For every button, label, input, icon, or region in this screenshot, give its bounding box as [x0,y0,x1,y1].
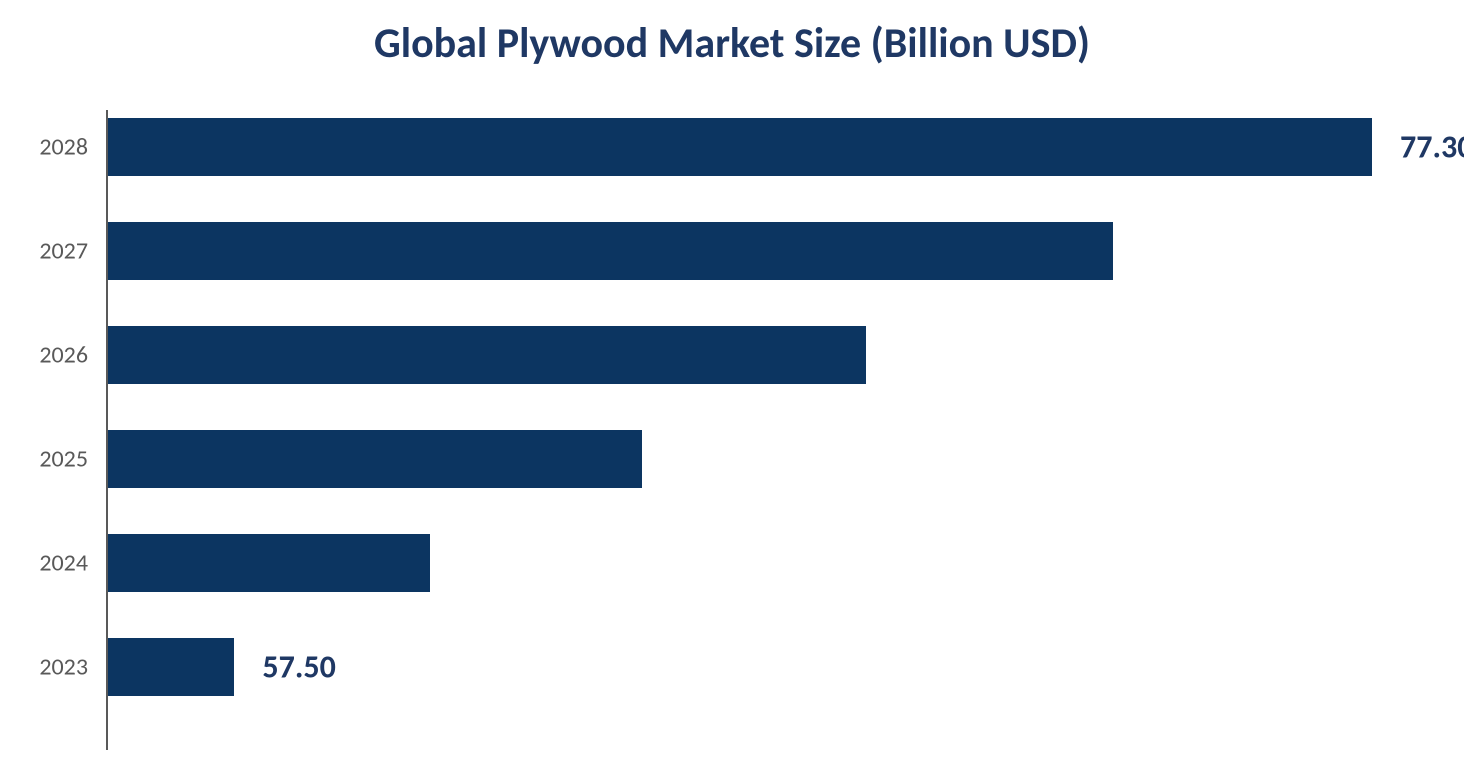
chart-plot-area: 202877.30 2027 2026 2025 2024 2023 57.50 [30,110,1434,750]
bar [108,222,1113,280]
bar-row: 2023 57.50 [30,638,1434,696]
y-axis-category-label: 2025 [30,445,88,474]
bar-row: 2024 [30,534,1434,592]
bar-row: 2027 [30,222,1434,280]
bar-value-label: 57.50 [262,648,335,687]
bar [108,326,866,384]
bar [108,638,234,696]
bar [108,534,430,592]
y-axis-category-label: 2023 [30,653,88,682]
chart-title: Global Plywood Market Size (Billion USD) [0,0,1464,79]
bar-row: 2026 [30,326,1434,384]
bar [108,118,1372,176]
bar-row: 202877.30 [30,118,1434,176]
y-axis-category-label: 2024 [30,549,88,578]
bar-value-label: 77.30 [1400,128,1464,167]
y-axis-category-label: 2026 [30,341,88,370]
y-axis-category-label: 2028 [30,133,88,162]
bar [108,430,642,488]
y-axis-category-label: 2027 [30,237,88,266]
bar-row: 2025 [30,430,1434,488]
